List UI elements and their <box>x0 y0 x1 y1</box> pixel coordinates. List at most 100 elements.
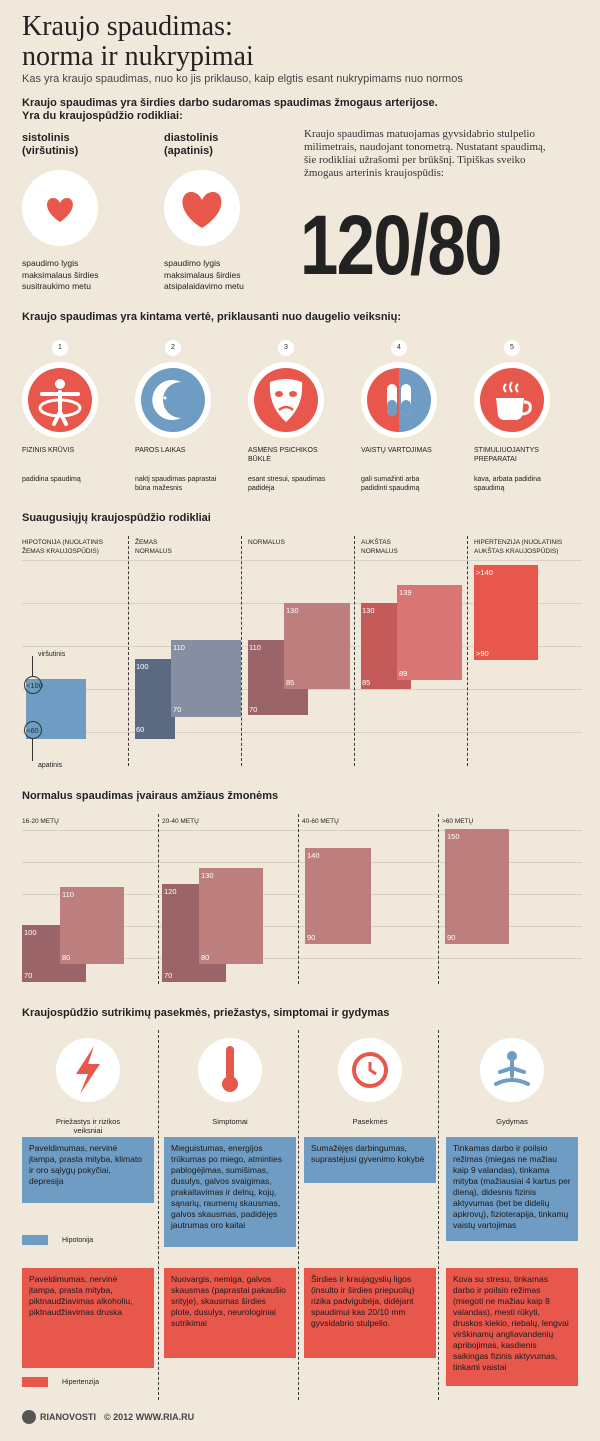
footer-brand: RIANOVOSTI <box>40 1412 97 1422</box>
adult-col-label-2: NORMALUS <box>361 548 398 555</box>
column-divider <box>241 536 242 766</box>
factor-desc: kava, arbata padidina <box>474 476 541 483</box>
hypotonia-sys-value: <100 <box>26 681 43 690</box>
high-normal-sys: 139 <box>399 588 412 597</box>
factor-desc-2: būna mažesnis <box>135 485 183 492</box>
cons-icon-wrap <box>332 1032 408 1108</box>
systolic-desc-3: susitraukimo metu <box>22 281 91 291</box>
age-16-20-front-bar <box>60 887 124 964</box>
page-subtitle: Kas yra kraujo spaudimas, nuo ko jis pri… <box>22 73 463 85</box>
systolic-title: sistolinis (viršutinis) <box>22 132 78 158</box>
tonometer-text: Kraujo spaudimas matuojamas gyvsidabrio … <box>304 128 584 180</box>
hypotonia-card: Tinkamas darbo ir poilsio režimas (miega… <box>446 1137 578 1241</box>
diastolic-desc-1: spaudimo lygis <box>164 258 221 268</box>
pills-icon <box>367 368 431 432</box>
age-divider <box>298 814 299 984</box>
cons-col-label: Simptomai <box>212 1117 248 1126</box>
age-40-60-dia: 90 <box>307 933 316 942</box>
upper-label: viršutinis <box>38 651 66 658</box>
large-heart-icon <box>182 192 222 228</box>
mask-icon <box>254 368 318 432</box>
normal-sys2: 110 <box>249 643 261 652</box>
low-normal-back-bar <box>135 659 175 739</box>
footer-copyright: © 2012 WWW.RIA.RU <box>104 1412 195 1422</box>
low-normal-dia2: 60 <box>136 725 145 734</box>
column-divider <box>467 536 468 766</box>
factor-number: 3 <box>278 340 294 356</box>
grid-line <box>22 830 582 831</box>
age-16-20-sys2: 100 <box>24 928 37 937</box>
lower-leader <box>32 739 33 761</box>
cons-icon-wrap <box>192 1032 268 1108</box>
age-over-60-sys: 150 <box>447 832 460 841</box>
lower-marker <box>24 721 42 739</box>
cons-divider <box>158 1030 159 1400</box>
tonometer-text-2: milimetrais, naudojant tonometrą. Nustat… <box>304 141 546 153</box>
factor-desc-2: padidėja <box>248 485 275 492</box>
adult-col-label-2: NORMALUS <box>135 548 172 555</box>
intro-line-2: Yra du kraujospūdžio rodikliai: <box>22 110 183 122</box>
age-16-20-dia2: 70 <box>24 971 33 980</box>
factor-label: VAISTŲ VARTOJIMAS <box>361 447 432 454</box>
adult-col-label: HIPERTENZIJA (NUOLATINIS <box>474 539 563 546</box>
low-normal-sys: 110 <box>173 643 185 652</box>
factor-label: PAROS LAIKAS <box>135 447 186 454</box>
legend-red-label: Hipertenzija <box>62 1379 99 1386</box>
grid-line <box>22 862 582 863</box>
age-over-60-dia: 90 <box>447 933 456 942</box>
high-normal-sys2: 130 <box>362 606 375 615</box>
systolic-desc: spaudimo lygis maksimalaus širdies susit… <box>22 258 99 293</box>
upper-marker <box>24 676 42 694</box>
factor-desc-2: padidinti spaudimą <box>361 485 420 492</box>
low-normal-sys2: 100 <box>136 662 149 671</box>
adult-col-label-2: AUKŠTAS KRAUJOSPŪDIS) <box>474 548 559 555</box>
cons-icon-wrap <box>474 1032 550 1108</box>
cons-col-label: Priežastys ir rizikos <box>55 1117 121 1126</box>
age-20-40-sys: 130 <box>201 871 214 880</box>
meditation-icon <box>480 1038 544 1102</box>
high-normal-front-bar <box>397 585 462 680</box>
age-col-label: 40-60 METŲ <box>302 818 339 825</box>
small-heart-icon <box>47 198 73 222</box>
age-40-60-sys: 140 <box>307 851 320 860</box>
age-16-20-dia: 80 <box>62 953 71 962</box>
hypotonia-card: Paveldimumas, nervinė įtampa, prasta mit… <box>22 1137 154 1203</box>
factors-heading: Kraujo spaudimas yra kintama vertė, prik… <box>22 311 402 323</box>
systolic-title-1: sistolinis <box>22 132 70 144</box>
normal-sys: 130 <box>286 606 299 615</box>
normal-dia: 85 <box>286 678 295 687</box>
high-normal-dia2: 85 <box>362 678 371 687</box>
age-divider <box>438 814 439 984</box>
hypertension-bar <box>474 565 538 660</box>
upper-leader <box>32 656 33 676</box>
adult-col-label: ŽEMAS <box>135 539 158 546</box>
clock-icon <box>338 1038 402 1102</box>
consequences-heading: Kraujospūdžio sutrikimų pasekmės, prieža… <box>22 1007 390 1019</box>
thermometer-icon <box>198 1038 262 1102</box>
diastolic-desc: spaudimo lygis maksimalaus širdies atsip… <box>164 258 244 293</box>
high-normal-dia: 89 <box>399 669 408 678</box>
age-col-label: >60 METŲ <box>442 818 474 825</box>
factor-desc: esant stresui, spaudimas <box>248 476 326 483</box>
factor-number: 1 <box>52 340 68 356</box>
tonometer-text-3: šie rodikliai užrašomi per brūkšnį. Tipi… <box>304 154 526 166</box>
factor-icon-circle <box>22 362 98 438</box>
factor-icon-circle <box>474 362 550 438</box>
page-title: Kraujo spaudimas: norma ir nukrypimai <box>22 12 582 72</box>
tonometer-text-1: Kraujo spaudimas matuojamas gyvsidabrio … <box>304 128 535 140</box>
diastolic-title: diastolinis (apatinis) <box>164 132 218 158</box>
ria-logo-icon <box>22 1410 36 1424</box>
factor-desc-2: spaudimą <box>474 485 505 492</box>
typical-pressure-value: 120/80 <box>300 198 502 292</box>
factor-label: ASMENS PSICHIKOS <box>248 447 318 454</box>
cons-col-label: Gydymas <box>496 1117 528 1126</box>
factor-number: 2 <box>165 340 181 356</box>
hypotonia-card: Mieguistumas, energijos trūkumas po mieg… <box>164 1137 296 1247</box>
legend-blue-label: Hipotonija <box>62 1237 94 1244</box>
factor-desc: padidina spaudimą <box>22 476 81 483</box>
hypertension-card: Paveldimumas, nervinė įtampa, prasta mit… <box>22 1268 154 1368</box>
adult-col-label: NORMALUS <box>248 539 285 546</box>
normal-front-bar <box>284 603 350 689</box>
age-20-40-front-bar <box>199 868 263 964</box>
low-normal-front-bar <box>171 640 241 717</box>
